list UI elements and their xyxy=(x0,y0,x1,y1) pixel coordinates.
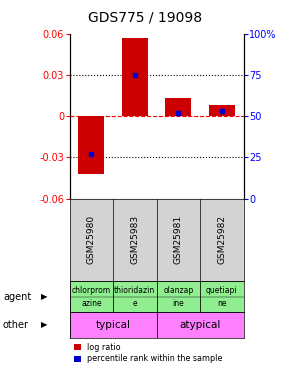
Bar xyxy=(200,281,244,312)
Bar xyxy=(209,105,235,116)
Bar xyxy=(78,116,104,174)
Text: chlorprom: chlorprom xyxy=(72,286,111,296)
Text: atypical: atypical xyxy=(180,320,221,330)
Legend: log ratio, percentile rank within the sample: log ratio, percentile rank within the sa… xyxy=(74,342,224,364)
Text: other: other xyxy=(3,320,29,330)
Text: GSM25983: GSM25983 xyxy=(130,215,139,264)
Text: GDS775 / 19098: GDS775 / 19098 xyxy=(88,10,202,24)
Bar xyxy=(70,281,113,312)
Text: azine: azine xyxy=(81,299,102,308)
Text: ▶: ▶ xyxy=(41,292,47,301)
Text: ine: ine xyxy=(173,299,184,308)
Text: quetiapi: quetiapi xyxy=(206,286,238,296)
Text: thioridazin: thioridazin xyxy=(114,286,155,296)
Bar xyxy=(157,281,200,312)
Bar xyxy=(165,98,191,116)
Bar xyxy=(113,281,157,312)
Text: ▶: ▶ xyxy=(41,320,47,329)
Text: GSM25981: GSM25981 xyxy=(174,215,183,264)
Text: typical: typical xyxy=(96,320,130,330)
Text: ne: ne xyxy=(217,299,226,308)
Text: agent: agent xyxy=(3,291,31,302)
Bar xyxy=(157,312,244,338)
Bar xyxy=(70,312,157,338)
Text: GSM25980: GSM25980 xyxy=(87,215,96,264)
Text: olanzap: olanzap xyxy=(163,286,193,296)
Bar xyxy=(122,38,148,116)
Text: e: e xyxy=(133,299,137,308)
Text: GSM25982: GSM25982 xyxy=(217,215,226,264)
